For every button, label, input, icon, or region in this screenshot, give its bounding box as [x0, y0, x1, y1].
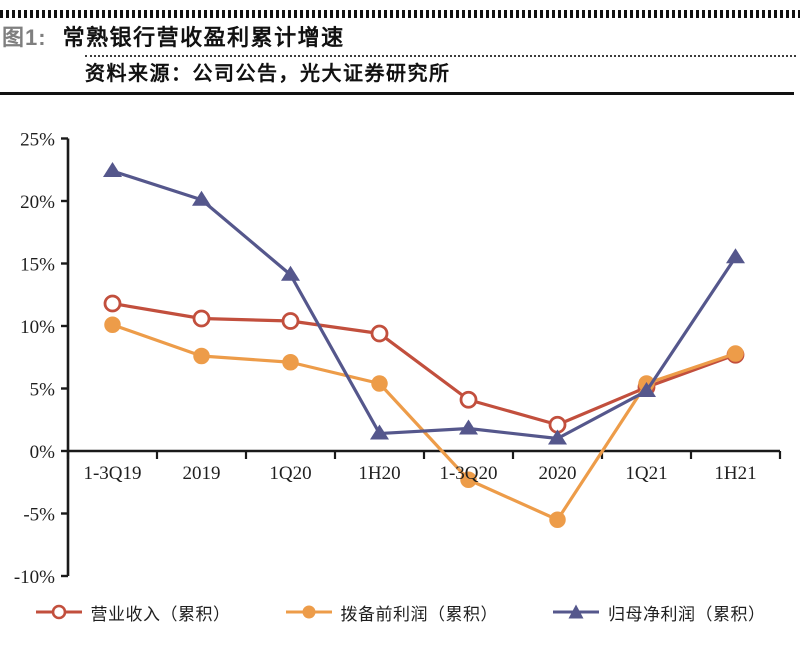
legend-item: 拨备前利润（累积） — [285, 600, 499, 625]
y-tick-label: -10% — [14, 567, 55, 588]
legend-label: 营业收入（累积） — [90, 604, 231, 624]
source-text: 资料来源：公司公告，光大证券研究所 — [85, 63, 451, 86]
legend-item: 归母净利润（累积） — [552, 600, 766, 625]
chart-area: 25% 20% 15% 10% 5% 0% -5% -10% 1-3Q19 2019 1Q20 1H2… — [0, 95, 800, 595]
dotted-divider — [85, 55, 796, 58]
y-tick-label: 0% — [30, 442, 56, 463]
x-tick-label: 1Q20 — [269, 463, 311, 484]
legend-item: 营业收入（累积） — [35, 600, 231, 625]
figure-header: 图1: 常熟银行营收盈利累计增速 — [0, 25, 800, 50]
series-filled-circle — [104, 316, 744, 529]
solid-divider — [0, 92, 794, 96]
y-tick-label: 20% — [20, 192, 55, 213]
x-tick-label: 1-3Q19 — [83, 463, 141, 484]
x-tick-label: 1H20 — [358, 463, 400, 484]
legend-marker-filled-circle — [285, 605, 332, 619]
legend-marker-filled-triangle — [553, 604, 599, 619]
y-tick-label: 15% — [20, 255, 55, 276]
x-tick-label: 1H21 — [714, 463, 756, 484]
y-tick-label: 5% — [30, 380, 56, 401]
legend-marker-open-circle — [35, 604, 82, 620]
y-tick-label: -5% — [23, 505, 55, 526]
x-tick-label: 2020 — [539, 463, 577, 484]
figure-title: 常熟银行营收盈利累计增速 — [62, 25, 345, 50]
y-tick-label: 10% — [20, 317, 55, 338]
x-tick-label: 1-3Q20 — [439, 463, 497, 484]
x-tick-label: 1Q21 — [625, 463, 667, 484]
line-chart: 25% 20% 15% 10% 5% 0% -5% -10% 1-3Q19 2019 1Q20 1H2… — [14, 130, 782, 588]
series-filled-triangle — [103, 162, 745, 445]
chart-legend: 营业收入（累积） 拨备前利润（累积） 归母净利润（累积） — [0, 597, 800, 627]
legend-label: 拨备前利润（累积） — [340, 604, 498, 624]
y-tick-label: 25% — [20, 130, 55, 151]
top-dashed-border — [0, 10, 800, 18]
legend-label: 归母净利润（累积） — [608, 604, 766, 624]
x-tick-label: 2019 — [183, 463, 221, 484]
figure-number-label: 图1: — [2, 25, 47, 50]
